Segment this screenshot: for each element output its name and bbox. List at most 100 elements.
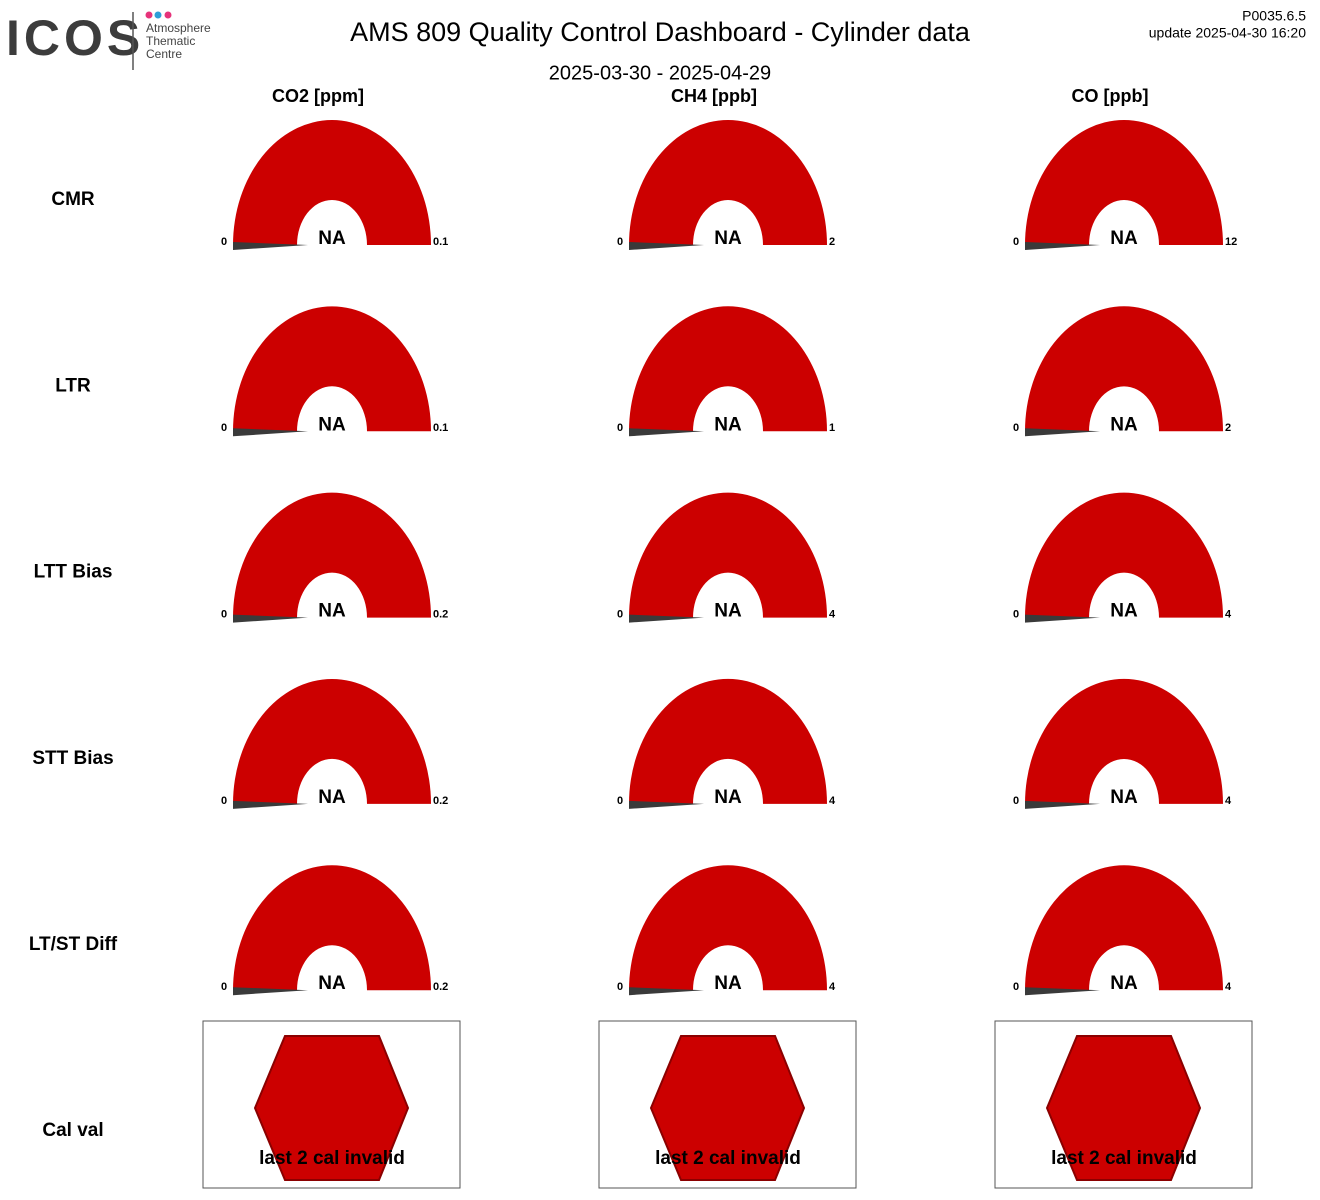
gauge-min: 0 bbox=[1013, 422, 1019, 434]
gauge-value: NA bbox=[1110, 787, 1138, 808]
gauge-min: 0 bbox=[617, 609, 623, 621]
gauge-arc bbox=[629, 120, 827, 245]
gauge-arc bbox=[1025, 306, 1223, 432]
cal-hexagon bbox=[1045, 1035, 1202, 1181]
column-header: CO2 [ppm] bbox=[272, 86, 364, 106]
gauge-max: 4 bbox=[1225, 981, 1232, 993]
gauge-needle bbox=[233, 242, 308, 250]
gauge-min: 0 bbox=[1013, 795, 1019, 807]
gauge-min: 0 bbox=[1013, 236, 1019, 248]
gauge-max: 12 bbox=[1225, 236, 1237, 248]
gauge-needle bbox=[233, 428, 308, 437]
gauge-arc bbox=[629, 306, 827, 432]
gauge-max: 4 bbox=[1225, 609, 1232, 621]
gauge-arc bbox=[629, 678, 827, 804]
gauge-max: 4 bbox=[829, 981, 836, 993]
gauge-max: 4 bbox=[829, 609, 836, 621]
column-header: CH4 [ppb] bbox=[671, 86, 757, 106]
gauge-value: NA bbox=[714, 973, 742, 994]
gauge-value: NA bbox=[318, 414, 346, 435]
gauge-arc bbox=[233, 678, 431, 804]
update: update 2025-04-30 16:20 bbox=[1149, 25, 1306, 41]
gauge-needle bbox=[629, 614, 704, 623]
title: AMS 809 Quality Control Dashboard - Cyli… bbox=[350, 17, 971, 47]
gauge-max: 4 bbox=[829, 795, 836, 807]
gauge-min: 0 bbox=[617, 795, 623, 807]
row-label: LT/ST Diff bbox=[29, 934, 118, 955]
gauge-value: NA bbox=[318, 973, 346, 994]
gauge-needle bbox=[629, 800, 704, 809]
cal-status: last 2 cal invalid bbox=[655, 1148, 801, 1169]
gauge-arc bbox=[629, 865, 827, 991]
gauge-max: 0.1 bbox=[433, 422, 448, 434]
gauge-min: 0 bbox=[221, 236, 227, 248]
logo-line: Atmosphere bbox=[146, 21, 211, 35]
logo-dot bbox=[145, 11, 153, 19]
gauge-arc bbox=[233, 492, 431, 618]
gauge-value: NA bbox=[1110, 973, 1138, 994]
gauge-value: NA bbox=[714, 601, 742, 622]
cal-hexagon bbox=[649, 1035, 806, 1181]
gauge-value: NA bbox=[714, 414, 742, 435]
gauge-max: 2 bbox=[829, 236, 835, 248]
logo-dot bbox=[154, 11, 162, 19]
gauge-max: 0.2 bbox=[433, 609, 448, 621]
gauge-arc bbox=[233, 865, 431, 991]
row-label: STT Bias bbox=[32, 748, 113, 769]
gauge-value: NA bbox=[318, 787, 346, 808]
row-label: Cal val bbox=[42, 1120, 103, 1141]
gauge-min: 0 bbox=[1013, 609, 1019, 621]
gauge-min: 0 bbox=[617, 422, 623, 434]
gauge-value: NA bbox=[714, 228, 742, 249]
cal-status: last 2 cal invalid bbox=[1051, 1148, 1197, 1169]
logo-line: Thematic bbox=[146, 34, 195, 48]
row-label: LTR bbox=[55, 375, 91, 396]
row-label: LTT Bias bbox=[34, 562, 113, 583]
gauge-value: NA bbox=[1110, 228, 1138, 249]
gauge-max: 2 bbox=[1225, 422, 1231, 434]
gauge-max: 0.1 bbox=[433, 236, 448, 248]
gauge-min: 0 bbox=[221, 981, 227, 993]
row-label: CMR bbox=[51, 189, 95, 210]
gauge-value: NA bbox=[1110, 414, 1138, 435]
gauge-value: NA bbox=[714, 787, 742, 808]
gauge-needle bbox=[233, 987, 308, 996]
gauge-needle bbox=[233, 614, 308, 623]
cal-status: last 2 cal invalid bbox=[259, 1148, 405, 1169]
period: 2025-03-30 - 2025-04-29 bbox=[549, 62, 771, 84]
gauge-value: NA bbox=[318, 601, 346, 622]
gauge-max: 0.2 bbox=[433, 795, 448, 807]
logo-line: Centre bbox=[146, 47, 182, 61]
gauge-arc bbox=[233, 120, 431, 245]
gauge-max: 0.2 bbox=[433, 981, 448, 993]
gauge-value: NA bbox=[1110, 601, 1138, 622]
gauge-needle bbox=[1025, 800, 1100, 809]
version: P0035.6.5 bbox=[1242, 8, 1306, 24]
logo-dot bbox=[164, 11, 172, 19]
gauge-needle bbox=[1025, 987, 1100, 996]
gauge-arc bbox=[1025, 492, 1223, 618]
gauge-min: 0 bbox=[617, 981, 623, 993]
gauge-needle bbox=[1025, 428, 1100, 437]
gauge-arc bbox=[629, 492, 827, 618]
gauge-value: NA bbox=[318, 228, 346, 249]
gauge-arc bbox=[1025, 678, 1223, 804]
column-header: CO [ppb] bbox=[1072, 86, 1149, 106]
gauge-min: 0 bbox=[221, 795, 227, 807]
gauge-min: 0 bbox=[221, 422, 227, 434]
gauge-arc bbox=[233, 306, 431, 432]
gauge-min: 0 bbox=[1013, 981, 1019, 993]
gauge-min: 0 bbox=[221, 609, 227, 621]
gauge-max: 4 bbox=[1225, 795, 1232, 807]
cal-hexagon bbox=[253, 1035, 410, 1181]
gauge-needle bbox=[629, 987, 704, 996]
gauge-needle bbox=[1025, 614, 1100, 623]
gauge-arc bbox=[1025, 865, 1223, 991]
gauge-needle bbox=[629, 428, 704, 437]
gauge-min: 0 bbox=[617, 236, 623, 248]
gauge-needle bbox=[233, 800, 308, 809]
gauge-arc bbox=[1025, 120, 1223, 245]
gauge-needle bbox=[629, 242, 704, 250]
